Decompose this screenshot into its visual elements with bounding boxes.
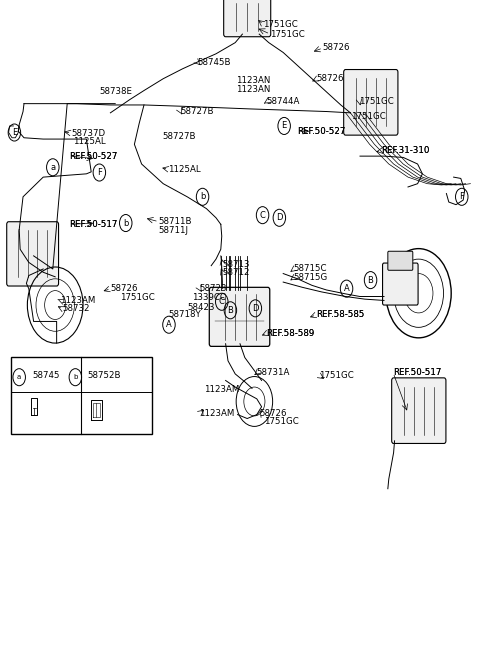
Text: 1123AM: 1123AM (204, 384, 240, 394)
Text: 58423: 58423 (187, 302, 215, 312)
Text: 58723: 58723 (199, 284, 227, 293)
Text: A: A (166, 320, 172, 329)
Text: D: D (276, 213, 283, 222)
Text: E: E (12, 128, 17, 137)
Text: 1123AM: 1123AM (199, 409, 235, 418)
Text: REF.58-585: REF.58-585 (316, 310, 364, 319)
FancyBboxPatch shape (344, 70, 398, 135)
FancyBboxPatch shape (11, 357, 152, 434)
Text: 58727B: 58727B (180, 107, 214, 116)
Text: 58715C: 58715C (294, 264, 327, 274)
Text: 58713: 58713 (222, 260, 250, 269)
Text: 1751GC: 1751GC (120, 293, 155, 302)
Text: D: D (252, 304, 259, 313)
Text: a: a (17, 374, 21, 380)
FancyBboxPatch shape (388, 251, 413, 270)
Text: 58712: 58712 (222, 268, 250, 277)
Text: 1123AM: 1123AM (60, 296, 96, 305)
Text: b: b (123, 218, 129, 228)
Text: REF.50-517: REF.50-517 (69, 220, 117, 229)
Text: 1751GC: 1751GC (319, 371, 354, 380)
Text: B: B (368, 276, 373, 285)
Text: C: C (219, 297, 225, 306)
Text: 58718Y: 58718Y (168, 310, 201, 319)
Text: a: a (50, 163, 55, 172)
Text: 58745B: 58745B (198, 58, 231, 68)
FancyBboxPatch shape (7, 222, 59, 286)
Text: 58726: 58726 (317, 74, 344, 83)
Text: 58745: 58745 (33, 371, 60, 380)
Text: 58726: 58726 (259, 409, 287, 418)
FancyBboxPatch shape (209, 287, 270, 346)
FancyBboxPatch shape (392, 378, 446, 443)
Text: 1123AN: 1123AN (236, 76, 271, 85)
Text: 1751GC: 1751GC (263, 20, 298, 29)
Text: 58726: 58726 (323, 43, 350, 52)
Text: F: F (97, 168, 102, 177)
Text: REF.50-527: REF.50-527 (69, 152, 117, 161)
Text: C: C (260, 211, 265, 220)
Text: 1751GC: 1751GC (270, 30, 304, 39)
Text: 1751GC: 1751GC (264, 417, 299, 426)
Text: REF.50-527: REF.50-527 (69, 152, 117, 161)
Text: REF.50-517: REF.50-517 (393, 368, 441, 377)
Text: 1751GC: 1751GC (359, 97, 394, 106)
Text: 1339CC: 1339CC (192, 293, 226, 302)
Text: 58711B: 58711B (158, 217, 192, 226)
Text: E: E (282, 121, 287, 131)
Text: 1751GC: 1751GC (351, 112, 386, 121)
Text: 58731A: 58731A (257, 368, 290, 377)
Text: 58715G: 58715G (294, 273, 328, 282)
Text: REF.50-527: REF.50-527 (297, 127, 345, 136)
Text: REF.31-310: REF.31-310 (381, 146, 429, 155)
Text: b: b (73, 374, 78, 380)
Text: b: b (200, 192, 205, 201)
Text: 1125AL: 1125AL (73, 137, 106, 146)
Text: 58738E: 58738E (100, 87, 133, 96)
FancyBboxPatch shape (224, 0, 271, 37)
Text: REF.31-310: REF.31-310 (381, 146, 429, 155)
Text: REF.50-517: REF.50-517 (393, 368, 441, 377)
Text: 58727B: 58727B (162, 132, 196, 141)
Text: 1123AN: 1123AN (236, 85, 271, 94)
Text: 58737D: 58737D (71, 129, 105, 138)
Text: B: B (228, 306, 233, 315)
Text: 58744A: 58744A (266, 97, 300, 106)
Text: A: A (344, 284, 349, 293)
Text: REF.58-589: REF.58-589 (266, 329, 315, 338)
Text: REF.50-527: REF.50-527 (297, 127, 345, 136)
Text: F: F (459, 192, 464, 201)
FancyBboxPatch shape (383, 263, 418, 305)
Text: 58711J: 58711J (158, 226, 188, 235)
Text: 1125AL: 1125AL (168, 165, 201, 174)
Text: REF.50-517: REF.50-517 (69, 220, 117, 229)
Text: REF.58-589: REF.58-589 (266, 329, 315, 338)
Text: 58726: 58726 (110, 284, 138, 293)
Text: REF.58-585: REF.58-585 (316, 310, 364, 319)
Text: 58752B: 58752B (88, 371, 121, 380)
Text: 58732: 58732 (62, 304, 90, 314)
